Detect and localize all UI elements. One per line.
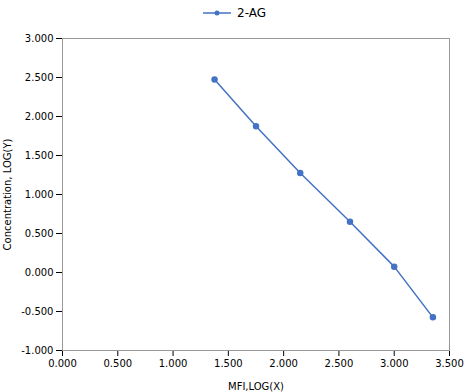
svg-text:3.000: 3.000	[25, 33, 54, 44]
svg-text:1.000: 1.000	[25, 189, 54, 200]
svg-text:1.500: 1.500	[25, 150, 54, 161]
svg-text:1.000: 1.000	[159, 358, 188, 369]
svg-text:2.000: 2.000	[269, 358, 298, 369]
svg-text:MFI,LOG(X): MFI,LOG(X)	[228, 381, 284, 392]
svg-text:2.500: 2.500	[25, 72, 54, 83]
svg-text:0.500: 0.500	[103, 358, 132, 369]
svg-text:Concentration, LOG(Y): Concentration, LOG(Y)	[2, 138, 13, 250]
svg-text:3.500: 3.500	[435, 358, 464, 369]
svg-text:2.500: 2.500	[325, 358, 354, 369]
svg-text:3.000: 3.000	[380, 358, 409, 369]
svg-text:-1.000: -1.000	[21, 345, 53, 356]
svg-text:1.500: 1.500	[214, 358, 243, 369]
svg-text:0.500: 0.500	[25, 228, 54, 239]
svg-text:-0.500: -0.500	[21, 306, 53, 317]
svg-text:2.000: 2.000	[25, 111, 54, 122]
svg-text:0.000: 0.000	[25, 267, 54, 278]
html-text:2-AG: 2-AG	[237, 6, 266, 20]
svg-text:0.000: 0.000	[48, 358, 77, 369]
